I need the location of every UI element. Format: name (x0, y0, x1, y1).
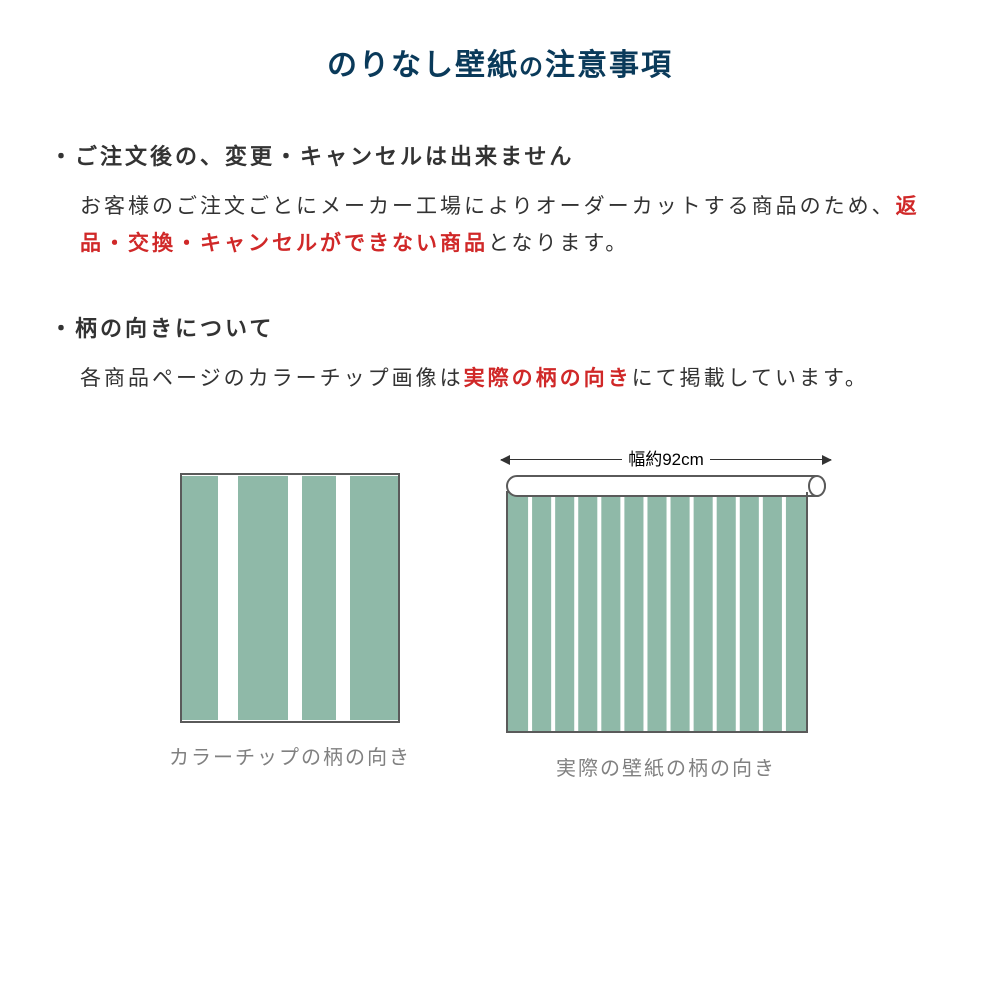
body-pattern: 各商品ページのカラーチップ画像は実際の柄の向きにて掲載しています。 (80, 361, 950, 398)
body-pattern-hl: 実際の柄の向き (464, 367, 632, 390)
body-cancel-post: となります。 (488, 232, 629, 255)
images-row: カラーチップの柄の向き 幅約92cm 実際の壁紙の柄の向き (50, 445, 950, 781)
arrow-right-icon (710, 459, 831, 460)
wallpaper-roll-illustration (501, 474, 831, 734)
width-indicator: 幅約92cm (501, 445, 831, 474)
image-col-chip: カラーチップの柄の向き (169, 445, 411, 781)
heading-cancel: ・ご注文後の、変更・キャンセルは出来ません (50, 139, 950, 171)
caption-roll: 実際の壁紙の柄の向き (556, 752, 776, 781)
section-cancel: ・ご注文後の、変更・キャンセルは出来ません お客様のご注文ごとにメーカー工場によ… (50, 139, 950, 263)
section-pattern: ・柄の向きについて 各商品ページのカラーチップ画像は実際の柄の向きにて掲載してい… (50, 311, 950, 398)
body-pattern-pre: 各商品ページのカラーチップ画像は (80, 367, 464, 390)
title-post: 注意事項 (545, 49, 673, 82)
width-label: 幅約92cm (628, 445, 704, 470)
page-title: のりなし壁紙の注意事項 (50, 40, 950, 84)
image-col-roll: 幅約92cm 実際の壁紙の柄の向き (501, 445, 831, 781)
title-small: の (519, 54, 545, 81)
body-cancel: お客様のご注文ごとにメーカー工場によりオーダーカットする商品のため、返品・交換・… (80, 189, 950, 263)
arrow-left-icon (501, 459, 622, 460)
title-pre: のりなし壁紙 (327, 49, 519, 82)
caption-chip: カラーチップの柄の向き (169, 741, 411, 770)
body-pattern-post: にて掲載しています。 (632, 367, 869, 390)
color-chip-illustration (180, 473, 400, 723)
heading-pattern: ・柄の向きについて (50, 311, 950, 343)
body-cancel-pre: お客様のご注文ごとにメーカー工場によりオーダーカットする商品のため、 (80, 195, 896, 218)
